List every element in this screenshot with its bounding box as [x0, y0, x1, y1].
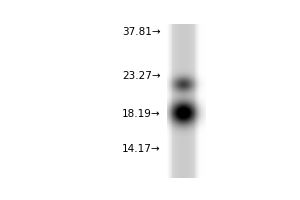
- Text: 37.81→: 37.81→: [122, 27, 161, 37]
- Text: 23.27→: 23.27→: [122, 71, 161, 81]
- Text: 14.17→: 14.17→: [122, 144, 161, 154]
- Text: 18.19→: 18.19→: [122, 109, 161, 119]
